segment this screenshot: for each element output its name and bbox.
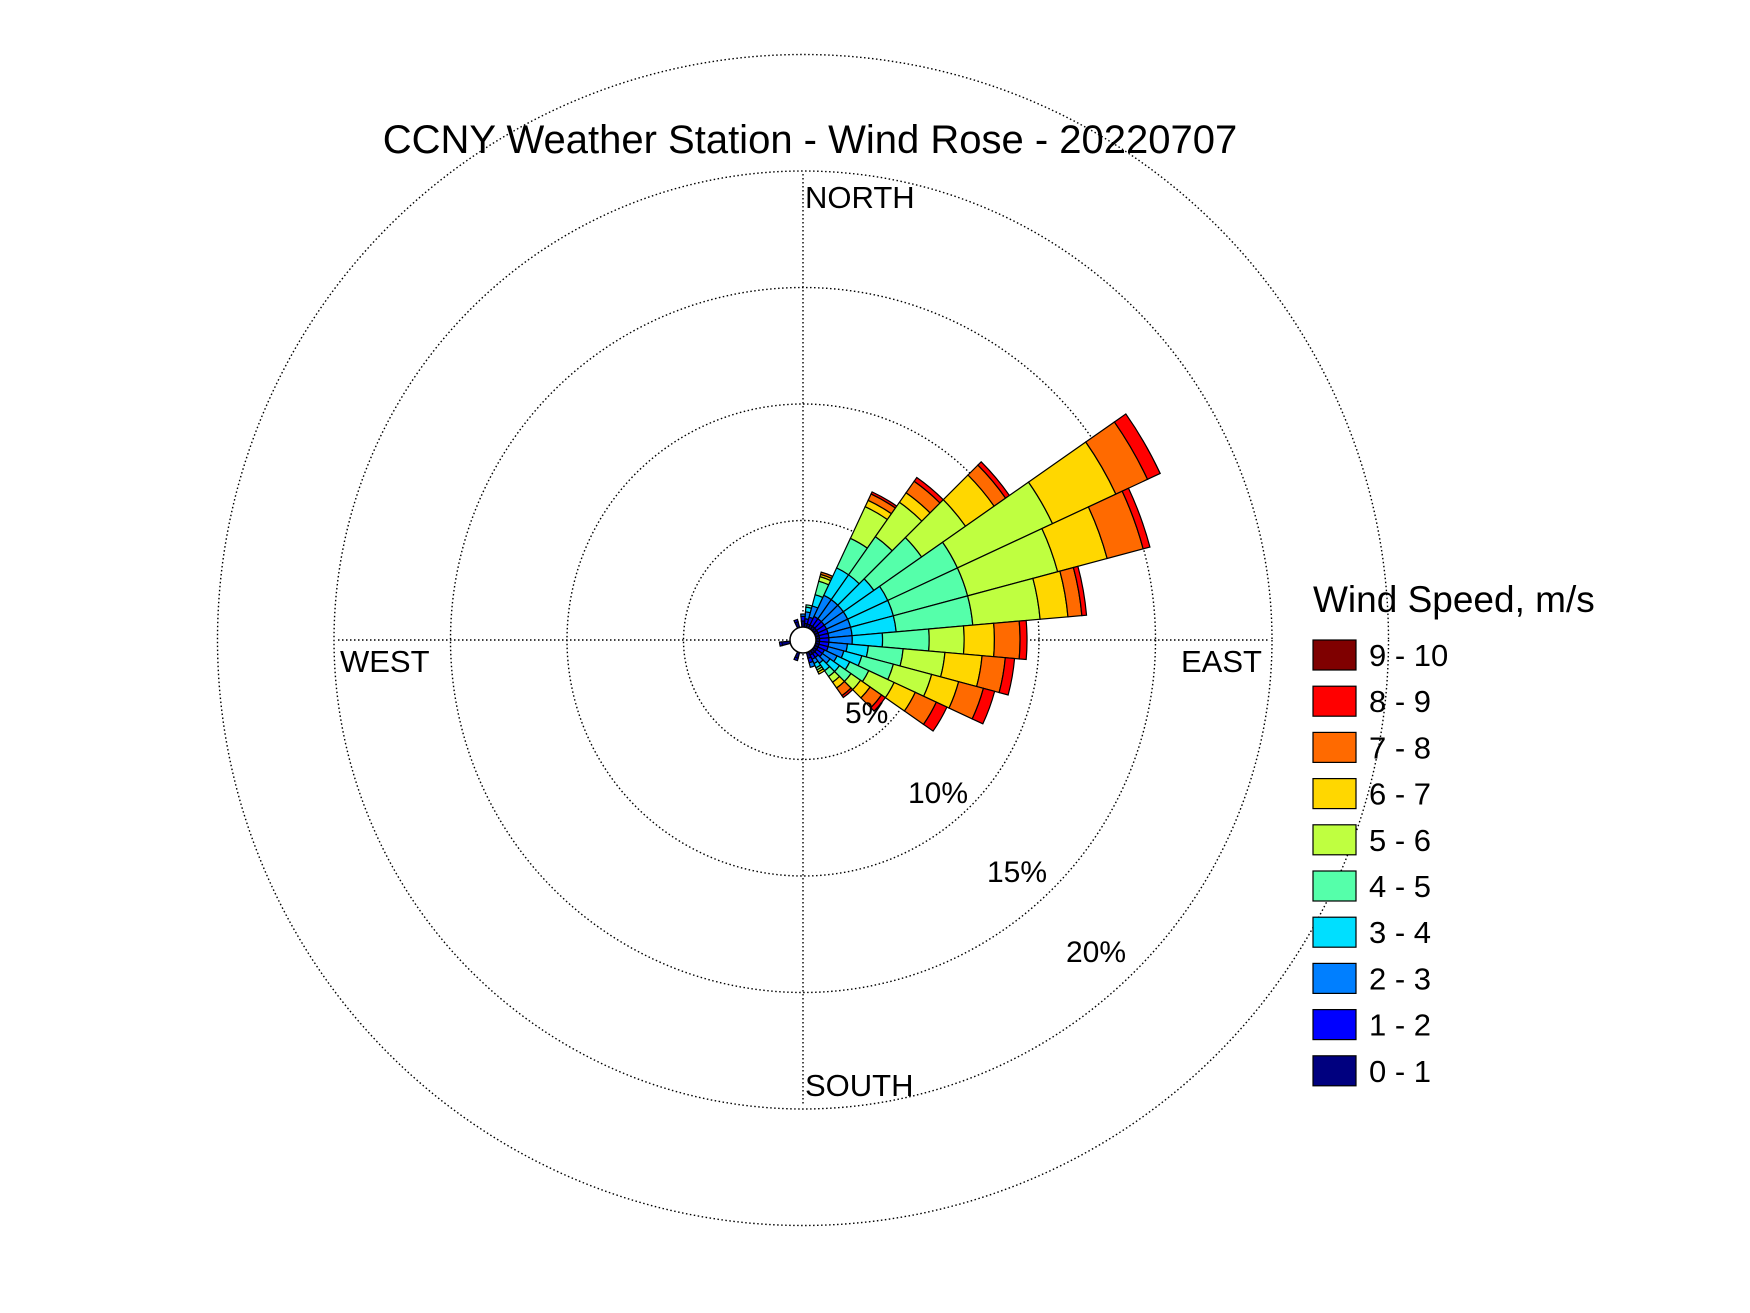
wedge-0deg-bin-2 (800, 613, 806, 618)
legend-swatch (1312, 685, 1357, 717)
wedge-110deg-bin-8 (971, 687, 996, 725)
chart-title: CCNY Weather Station - Wind Rose - 20220… (383, 118, 1238, 162)
grid-circle-20 (333, 170, 1273, 1110)
west-label: WEST (340, 644, 430, 679)
wedge-90deg-bin-5 (928, 625, 965, 655)
wedge-200deg-bin-1 (793, 656, 799, 662)
wedge-90deg-bin-7 (993, 620, 1021, 660)
wedge-60deg-bin-8 (1113, 413, 1161, 481)
legend-label: 9 - 10 (1369, 638, 1448, 673)
legend-label: 3 - 4 (1369, 915, 1431, 950)
legend-swatch (1312, 1055, 1357, 1087)
east-label: EAST (1181, 644, 1262, 679)
wedge-150deg-bin-6 (817, 668, 826, 675)
wedge-260deg-bin-1 (778, 641, 784, 647)
legend-label: 0 - 1 (1369, 1054, 1431, 1089)
south-label: SOUTH (805, 1068, 914, 1103)
radial-tick-10: 10% (908, 777, 968, 810)
wedge-80deg-bin-8 (1072, 565, 1088, 617)
radial-tick-5: 5% (845, 697, 888, 730)
wind-rose-wedges (778, 413, 1161, 732)
wedge-70deg-bin-8 (1121, 487, 1151, 550)
legend-swatch (1312, 824, 1357, 856)
legend-swatch (1312, 870, 1357, 902)
legend-swatch (1312, 916, 1357, 948)
legend-label: 5 - 6 (1369, 823, 1431, 858)
wedge-130deg-bin-8 (869, 694, 887, 712)
legend-swatch (1312, 777, 1357, 810)
legend-label: 8 - 9 (1369, 684, 1431, 719)
wedge-90deg-bin-8 (1018, 619, 1028, 661)
legend-title: Wind Speed, m/s (1313, 579, 1595, 620)
radial-tick-15: 15% (987, 856, 1047, 889)
wedge-140deg-bin-8 (841, 687, 854, 699)
center-hub (789, 626, 817, 654)
grid-circle-25 (216, 53, 1390, 1227)
north-label: NORTH (805, 180, 915, 215)
legend-swatch (1312, 731, 1357, 764)
wedge-160deg-bin-2 (808, 660, 816, 669)
legend-label: 2 - 3 (1369, 961, 1431, 996)
wedge-120deg-bin-8 (922, 701, 948, 732)
wedge-0deg-bin-1 (800, 615, 806, 622)
legend-label: 1 - 2 (1369, 1008, 1431, 1043)
legend-swatch (1312, 639, 1357, 671)
radial-tick-20: 20% (1066, 936, 1126, 969)
legend-label: 4 - 5 (1369, 869, 1431, 904)
speed-legend: Wind Speed, m/s 9 - 10 8 - 9 7 - 8 6 - 7 5 -… (1312, 579, 1595, 1089)
wedge-340deg-bin-1 (793, 618, 799, 624)
wedge-100deg-bin-8 (998, 657, 1016, 696)
wedge-90deg-bin-6 (962, 622, 996, 658)
legend-label: 6 - 7 (1369, 777, 1431, 812)
legend-label: 7 - 8 (1369, 730, 1431, 765)
legend-swatch (1312, 1008, 1357, 1041)
legend-swatch (1312, 962, 1357, 995)
